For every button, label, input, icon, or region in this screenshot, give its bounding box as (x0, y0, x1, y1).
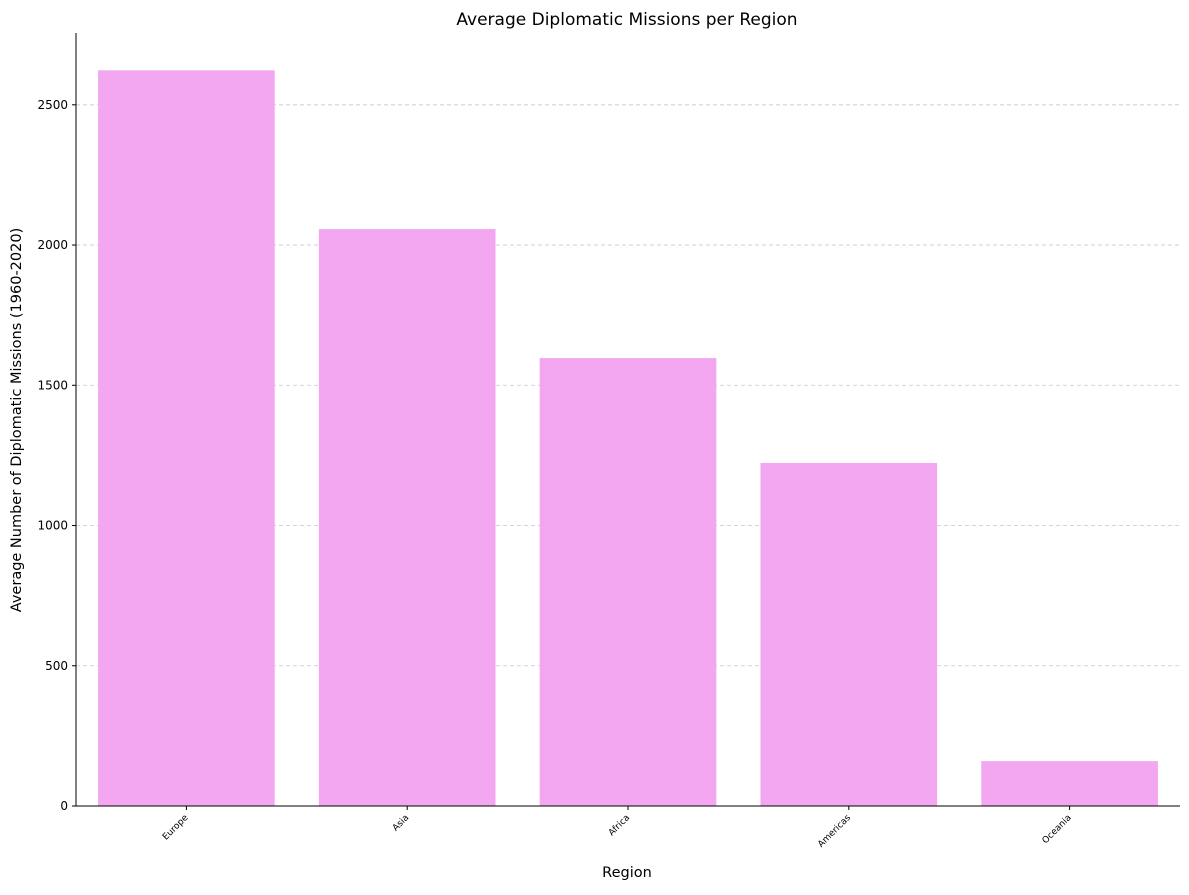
x-tick-label: Americas (816, 813, 853, 850)
y-axis-label: Average Number of Diplomatic Missions (1… (9, 228, 25, 612)
y-tick-label: 2500 (37, 98, 68, 112)
x-axis-label: Region (602, 865, 652, 881)
bar-europe (98, 70, 275, 806)
bar-oceania (981, 761, 1158, 806)
bar-americas (760, 462, 938, 806)
bar-asia (318, 229, 496, 806)
y-tick-label: 500 (45, 659, 68, 673)
y-tick-label: 1500 (37, 378, 68, 392)
y-tick-label: 2000 (37, 238, 68, 252)
y-tick-label: 1000 (37, 519, 68, 533)
chart-title: Average Diplomatic Missions per Region (456, 10, 797, 30)
x-tick-label: Europe (161, 813, 191, 843)
x-tick-label: Oceania (1041, 813, 1074, 846)
bar-layer (98, 70, 1158, 806)
bar-africa (539, 358, 717, 806)
y-tick-label: 0 (60, 799, 68, 813)
x-tick-label: Africa (607, 813, 632, 838)
x-tick-label: Asia (391, 813, 411, 833)
